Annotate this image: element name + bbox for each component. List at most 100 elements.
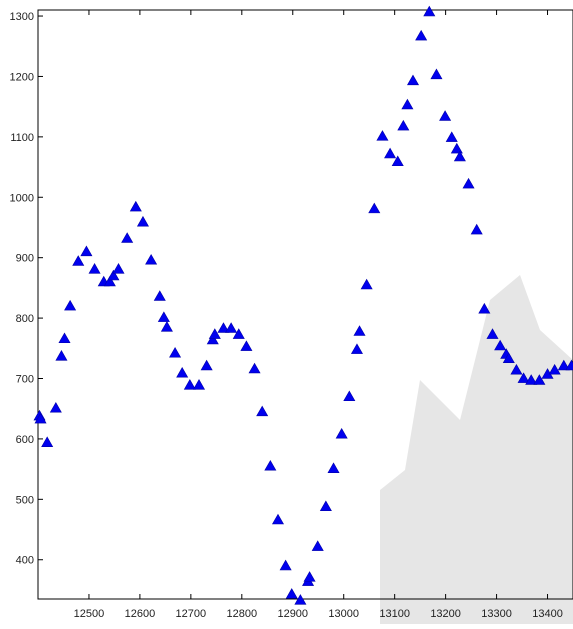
data-point xyxy=(453,150,466,162)
data-point xyxy=(360,278,373,290)
x-tick-label: 13000 xyxy=(328,608,359,620)
data-point xyxy=(303,571,316,582)
data-point xyxy=(327,462,340,473)
data-point xyxy=(145,253,158,265)
data-point xyxy=(285,588,298,599)
data-point xyxy=(423,5,436,17)
y-tick-label: 1300 xyxy=(10,11,34,23)
data-point xyxy=(391,155,404,167)
data-point xyxy=(478,302,491,314)
x-tick-label: 13400 xyxy=(532,608,563,620)
data-point xyxy=(160,321,173,332)
data-point xyxy=(335,427,348,439)
data-point xyxy=(208,328,221,339)
data-point xyxy=(401,98,414,110)
y-axis: 400 500 600 700 800 900 1000 1100 1200 1300 xyxy=(10,11,43,567)
x-tick-label: 12500 xyxy=(74,608,105,620)
data-point xyxy=(129,200,142,212)
data-point xyxy=(353,325,366,336)
x-axis: 12500 12600 12700 12800 12900 13000 13100 13200… xyxy=(74,10,563,620)
y-tick-label: 1100 xyxy=(10,132,34,144)
y-tick-label: 1000 xyxy=(10,192,34,204)
data-point xyxy=(64,299,77,311)
data-point xyxy=(343,390,356,402)
data-point xyxy=(157,311,170,322)
data-point xyxy=(384,147,397,159)
data-point xyxy=(256,405,269,417)
y-tick-label: 1200 xyxy=(10,71,34,83)
y-tick-label: 500 xyxy=(16,494,34,506)
data-point xyxy=(225,322,238,333)
watermark-shape xyxy=(380,275,573,624)
x-tick-label: 13100 xyxy=(379,608,410,620)
data-point xyxy=(264,459,277,471)
data-point xyxy=(406,74,420,86)
data-point xyxy=(217,322,230,333)
data-point xyxy=(368,202,381,214)
data-point xyxy=(557,359,570,371)
data-point xyxy=(415,29,428,41)
data-points xyxy=(33,5,573,605)
data-point xyxy=(445,131,458,142)
data-point xyxy=(183,379,196,390)
data-point xyxy=(376,130,389,141)
data-point xyxy=(486,328,499,339)
data-point xyxy=(88,263,101,274)
data-point xyxy=(450,142,463,154)
data-point xyxy=(279,559,292,571)
data-point xyxy=(192,379,206,390)
data-point xyxy=(248,362,261,374)
data-point xyxy=(494,339,507,351)
data-point xyxy=(502,352,515,363)
data-point xyxy=(169,347,182,358)
data-point xyxy=(121,232,134,243)
data-point xyxy=(470,223,483,235)
data-point xyxy=(311,540,324,551)
x-tick-label: 12700 xyxy=(176,608,207,620)
data-point xyxy=(439,110,452,121)
data-point xyxy=(58,332,71,344)
data-point xyxy=(55,350,68,361)
x-tick-label: 13200 xyxy=(430,608,461,620)
data-point xyxy=(510,363,523,375)
data-point xyxy=(565,359,573,371)
y-tick-label: 600 xyxy=(16,434,34,446)
data-point xyxy=(294,594,307,605)
x-tick-label: 13300 xyxy=(481,608,512,620)
data-point xyxy=(41,436,54,447)
data-point xyxy=(112,263,125,274)
x-tick-label: 12800 xyxy=(227,608,258,620)
data-point xyxy=(462,177,475,189)
data-point xyxy=(232,328,245,339)
x-tick-label: 12600 xyxy=(125,608,156,620)
x-tick-label: 12900 xyxy=(277,608,308,620)
data-point xyxy=(525,374,538,385)
data-point xyxy=(80,245,93,257)
data-point xyxy=(72,255,85,266)
data-point xyxy=(206,333,219,345)
data-point xyxy=(200,359,213,371)
plot-frame xyxy=(37,9,573,600)
y-tick-label: 700 xyxy=(16,374,34,386)
data-point xyxy=(397,119,410,131)
data-point xyxy=(517,372,530,383)
data-point xyxy=(107,269,120,281)
y-tick-label: 800 xyxy=(16,313,34,325)
data-point xyxy=(240,340,253,351)
y-tick-label: 900 xyxy=(16,253,34,265)
data-point xyxy=(34,412,47,424)
data-point xyxy=(103,275,116,287)
data-point xyxy=(153,290,166,301)
data-point xyxy=(533,374,546,385)
data-point xyxy=(548,363,561,375)
background-watermark xyxy=(380,275,573,624)
data-point xyxy=(319,500,332,511)
data-point xyxy=(176,366,189,378)
data-point xyxy=(49,401,62,413)
data-point xyxy=(350,343,363,354)
data-point xyxy=(430,68,443,80)
y-tick-label: 400 xyxy=(16,555,34,567)
data-point xyxy=(136,215,149,227)
